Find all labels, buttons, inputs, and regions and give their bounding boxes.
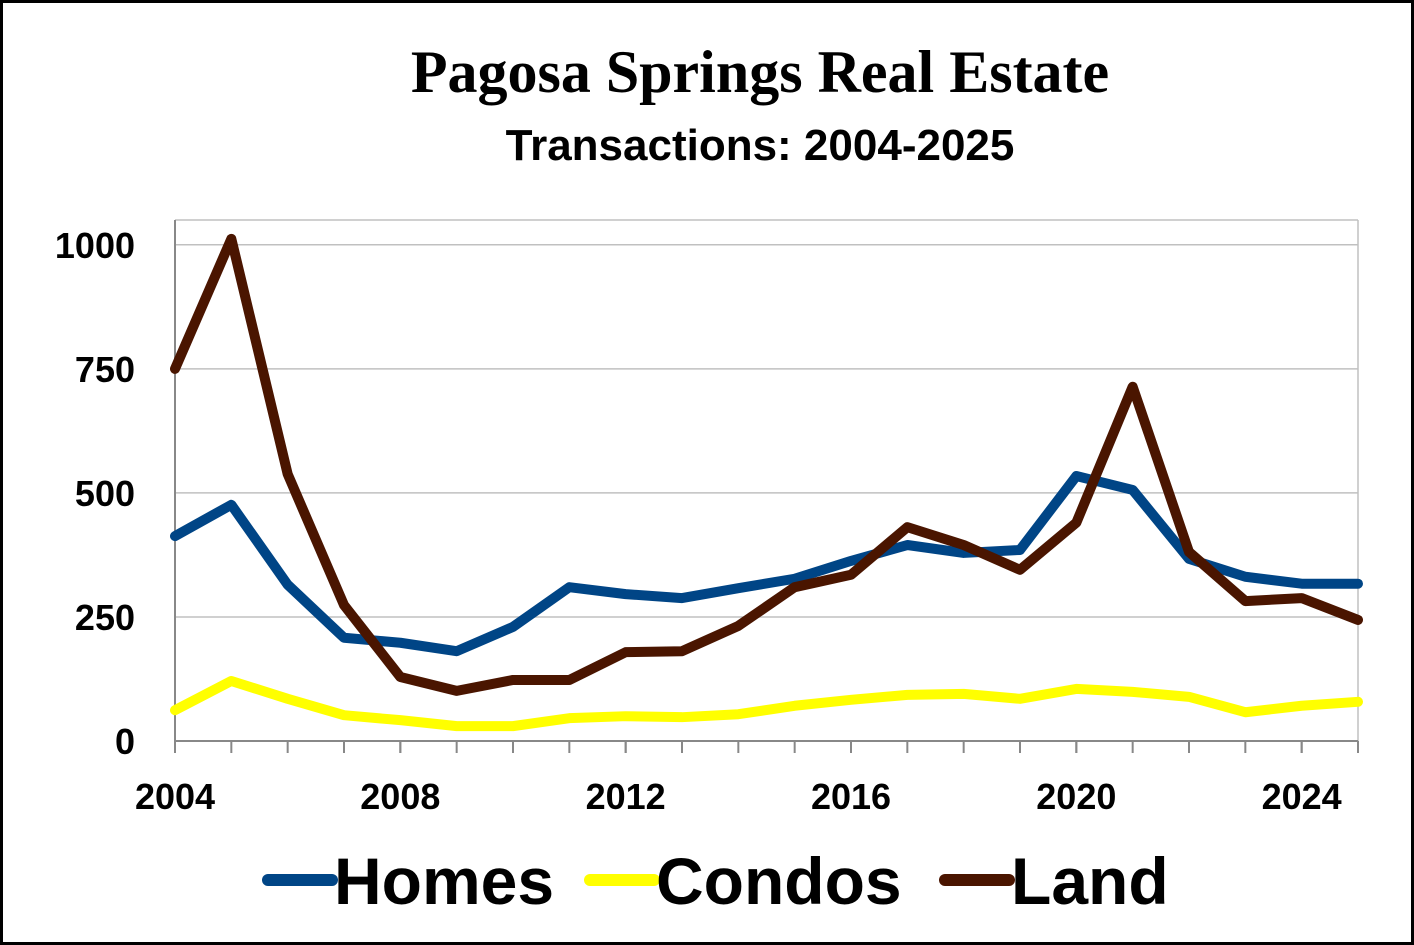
x-tick-label: 2020: [1036, 776, 1116, 817]
chart-subtitle: Transactions: 2004-2025: [506, 121, 1015, 170]
series-line: [170, 233, 1363, 696]
x-tick-label: 2012: [586, 776, 666, 817]
series-line: [170, 675, 1363, 732]
y-tick-label: 250: [75, 597, 135, 638]
y-tick-label: 750: [75, 349, 135, 390]
x-tick-label: 2024: [1262, 776, 1342, 817]
legend-label: Condos: [656, 844, 902, 918]
legend-label: Homes: [334, 844, 554, 918]
x-tick-label: 2004: [135, 776, 215, 817]
chart-title: Pagosa Springs Real Estate: [411, 39, 1109, 105]
x-tick-label: 2008: [360, 776, 440, 817]
legend-label: Land: [1011, 844, 1169, 918]
y-tick-label: 0: [115, 721, 135, 762]
y-tick-label: 1000: [55, 225, 135, 266]
x-tick-label: 2016: [811, 776, 891, 817]
y-tick-label: 500: [75, 473, 135, 514]
